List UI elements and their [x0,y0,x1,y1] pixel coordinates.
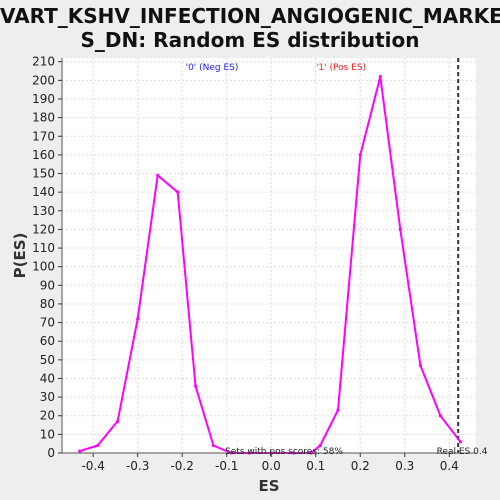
y-tick-label: 30 [40,390,55,404]
y-tick-label: 170 [32,129,55,143]
y-tick-label: 190 [32,92,55,106]
x-tick-label: 0.2 [351,459,370,473]
data-point [193,384,198,388]
chart-title-line2: S_DN: Random ES distribution [80,28,420,52]
data-point [176,190,180,194]
plot-area [62,58,476,453]
real-es-label: Real ES 0.4 [437,447,488,457]
y-tick-label: 130 [32,204,55,218]
data-point [318,443,322,448]
y-tick-label: 100 [32,260,55,274]
y-tick-label: 160 [32,148,55,162]
data-point [156,173,160,177]
y-tick-label: 120 [32,222,55,236]
x-tick-label: -0.3 [126,459,149,473]
data-point [211,443,215,448]
data-point [96,443,100,448]
y-tick-label: 0 [47,446,55,460]
data-point [398,227,402,232]
data-point [78,449,82,453]
x-tick-label: -0.1 [215,459,238,473]
x-tick-label: 0.0 [262,459,281,473]
y-tick-label: 210 [32,55,55,69]
data-point [336,408,340,412]
pos-es-annotation: '1' (Pos ES) [316,63,366,73]
y-tick-label: 90 [40,278,55,292]
y-tick-label: 200 [32,73,55,87]
data-point [418,363,422,368]
y-tick-label: 50 [40,353,55,367]
y-tick-label: 110 [32,241,55,255]
chart-title-line1: VART_KSHV_INFECTION_ANGIOGENIC_MARKER [0,4,500,28]
x-tick-label: -0.4 [81,459,104,473]
y-tick-label: 150 [32,167,55,181]
data-point [358,153,362,157]
y-tick-label: 10 [40,427,55,441]
pos-scores-annotation: Sets with pos scores: 58% [225,447,343,457]
x-tick-label: 0.1 [306,459,325,473]
x-tick-label: -0.2 [170,459,193,473]
data-point [458,440,463,444]
y-tick-label: 40 [40,371,55,385]
y-tick-label: 140 [32,185,55,199]
x-axis-label: ES [258,477,279,495]
y-tick-label: 60 [40,334,55,348]
y-tick-label: 180 [32,111,55,125]
y-tick-label: 70 [40,316,55,330]
data-point [136,317,140,321]
neg-es-annotation: '0' (Neg ES) [186,63,239,73]
data-point [438,414,442,418]
data-point [378,75,382,79]
y-axis-label: P(ES) [11,233,29,279]
data-point [116,419,120,423]
y-tick-label: 80 [40,297,55,311]
y-tick-label: 20 [40,409,55,423]
x-tick-label: 0.4 [440,459,459,473]
x-tick-label: 0.3 [395,459,414,473]
